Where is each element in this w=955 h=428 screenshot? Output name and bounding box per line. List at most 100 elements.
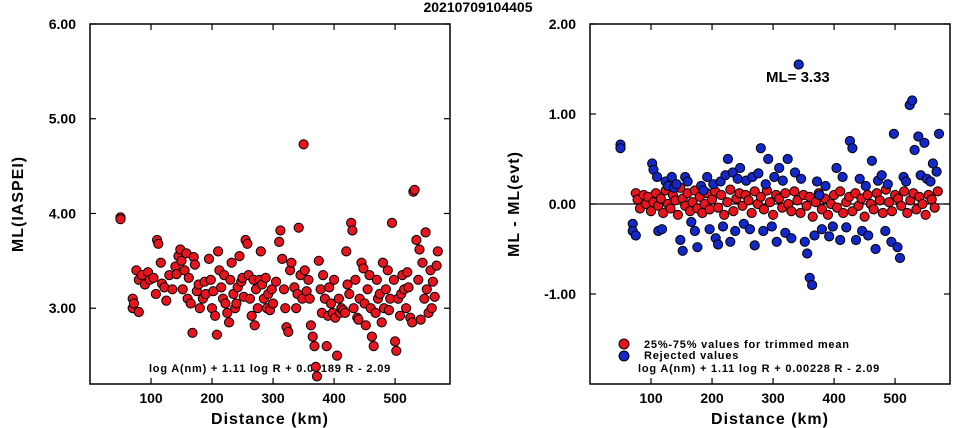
- left-data-point: [431, 260, 442, 271]
- right-rejected-point: [753, 168, 764, 179]
- right-rejected-point: [766, 221, 777, 232]
- right-trimmed-mean-point: [743, 195, 754, 206]
- left-data-point: [153, 238, 164, 249]
- left-data-point: [311, 371, 323, 382]
- right-rejected-point: [744, 224, 756, 235]
- right-rejected-point: [735, 162, 746, 174]
- left-data-point: [402, 267, 413, 278]
- left-data-point: [187, 327, 198, 338]
- right-trimmed-mean-point: [672, 209, 684, 220]
- left-data-point: [185, 298, 196, 309]
- right-rejected-point: [786, 233, 797, 244]
- right-rejected-point: [816, 224, 828, 235]
- right-rejected-point: [860, 180, 871, 192]
- left-axis-ticks: 100 200 300 400 500 3.00 4.00 5.00 6.00: [49, 16, 450, 406]
- left-data-point: [364, 270, 375, 281]
- right-rejected-point: [809, 230, 820, 241]
- left-data-point: [321, 341, 332, 352]
- left-data-point: [278, 284, 290, 295]
- right-x-tick-label: 100: [639, 390, 663, 406]
- right-rejected-point: [913, 131, 924, 142]
- left-data-point: [426, 303, 437, 314]
- left-data-point: [286, 257, 297, 268]
- right-rejected-point: [876, 170, 887, 181]
- right-rejected-point: [837, 171, 848, 183]
- left-data-point: [177, 284, 188, 295]
- left-panel-ml-iaspei: ML(IASPEI) Distance (km) log A(nm) + 1.1…: [10, 16, 451, 428]
- right-rejected-point: [799, 236, 810, 247]
- right-trimmed-mean-point: [929, 202, 940, 213]
- left-data-point: [324, 282, 335, 293]
- right-trimmed-mean-point: [789, 186, 800, 197]
- right-trimmed-mean-point: [795, 207, 806, 219]
- right-rejected-point: [831, 162, 842, 174]
- right-rejected-point: [850, 234, 862, 246]
- right-rejected-point: [888, 128, 900, 139]
- right-trimmed-mean-point: [768, 209, 779, 220]
- left-data-point: [128, 298, 139, 309]
- right-rejected-point: [666, 171, 677, 183]
- right-trimmed-mean-point: [658, 207, 669, 219]
- left-data-point: [376, 317, 387, 328]
- left-data-point: [427, 276, 438, 287]
- left-data-point: [429, 291, 440, 302]
- left-data-point: [211, 329, 222, 340]
- left-data-point: [216, 282, 227, 293]
- left-data-point: [350, 274, 361, 285]
- left-data-point: [360, 320, 371, 331]
- right-rejected-point: [802, 248, 813, 259]
- right-trimmed-mean-point: [755, 191, 766, 202]
- right-rejected-point: [760, 179, 771, 190]
- right-trimmed-mean-point: [764, 197, 776, 208]
- right-trimmed-mean-point: [896, 200, 907, 211]
- legend: 25%-75% values for trimmed mean Rejected…: [618, 338, 849, 362]
- right-rejected-point: [793, 59, 804, 70]
- left-data-point: [309, 341, 320, 352]
- right-rejected-point: [675, 234, 686, 246]
- right-rejected-point: [880, 225, 891, 237]
- right-trimmed-mean-point: [665, 203, 676, 214]
- left-data-point: [283, 326, 294, 337]
- left-data-point: [150, 288, 161, 300]
- right-trimmed-mean-point: [862, 189, 873, 201]
- left-data-point: [333, 293, 344, 304]
- left-data-point: [220, 298, 231, 309]
- left-data-point: [315, 284, 326, 295]
- left-data-point: [176, 255, 187, 266]
- left-data-point: [413, 274, 424, 285]
- right-trimmed-mean-point: [920, 209, 931, 220]
- right-axis-ticks: 100 200 300 400 500 -1.00 0.00 1.00 2.00: [544, 16, 950, 406]
- left-data-point: [260, 272, 271, 283]
- right-trimmed-mean-point: [807, 211, 818, 222]
- left-data-point: [133, 306, 144, 318]
- left-data-point: [313, 255, 324, 266]
- left-data-point: [179, 265, 190, 276]
- left-data-point: [203, 253, 215, 264]
- right-rejected-point: [713, 239, 724, 250]
- right-trimmed-mean-point: [883, 197, 895, 208]
- left-data-point: [347, 225, 358, 236]
- left-data-point: [291, 303, 302, 314]
- left-data-point: [340, 307, 351, 318]
- left-data-point: [305, 320, 316, 331]
- left-data-point: [332, 350, 343, 361]
- right-rejected-point: [698, 185, 709, 196]
- right-trimmed-mean-point: [780, 188, 791, 199]
- right-rejected-point: [931, 166, 942, 177]
- left-data-point: [183, 272, 194, 283]
- left-data-point: [115, 214, 126, 225]
- left-data-point: [366, 331, 377, 342]
- left-x-axis-label: Distance (km): [211, 411, 329, 428]
- left-data-point: [391, 345, 402, 356]
- right-trimmed-mean-point: [786, 206, 797, 217]
- left-data-point: [249, 320, 260, 331]
- right-rejected-point: [777, 175, 788, 186]
- left-data-point: [386, 217, 398, 228]
- legend-marker-trimmed-mean: [618, 338, 630, 350]
- right-trimmed-mean-point: [917, 198, 928, 210]
- left-data-point: [353, 314, 364, 325]
- right-rejected-point: [866, 155, 878, 166]
- right-rejected-point: [907, 95, 918, 106]
- right-rejected-point: [827, 221, 838, 232]
